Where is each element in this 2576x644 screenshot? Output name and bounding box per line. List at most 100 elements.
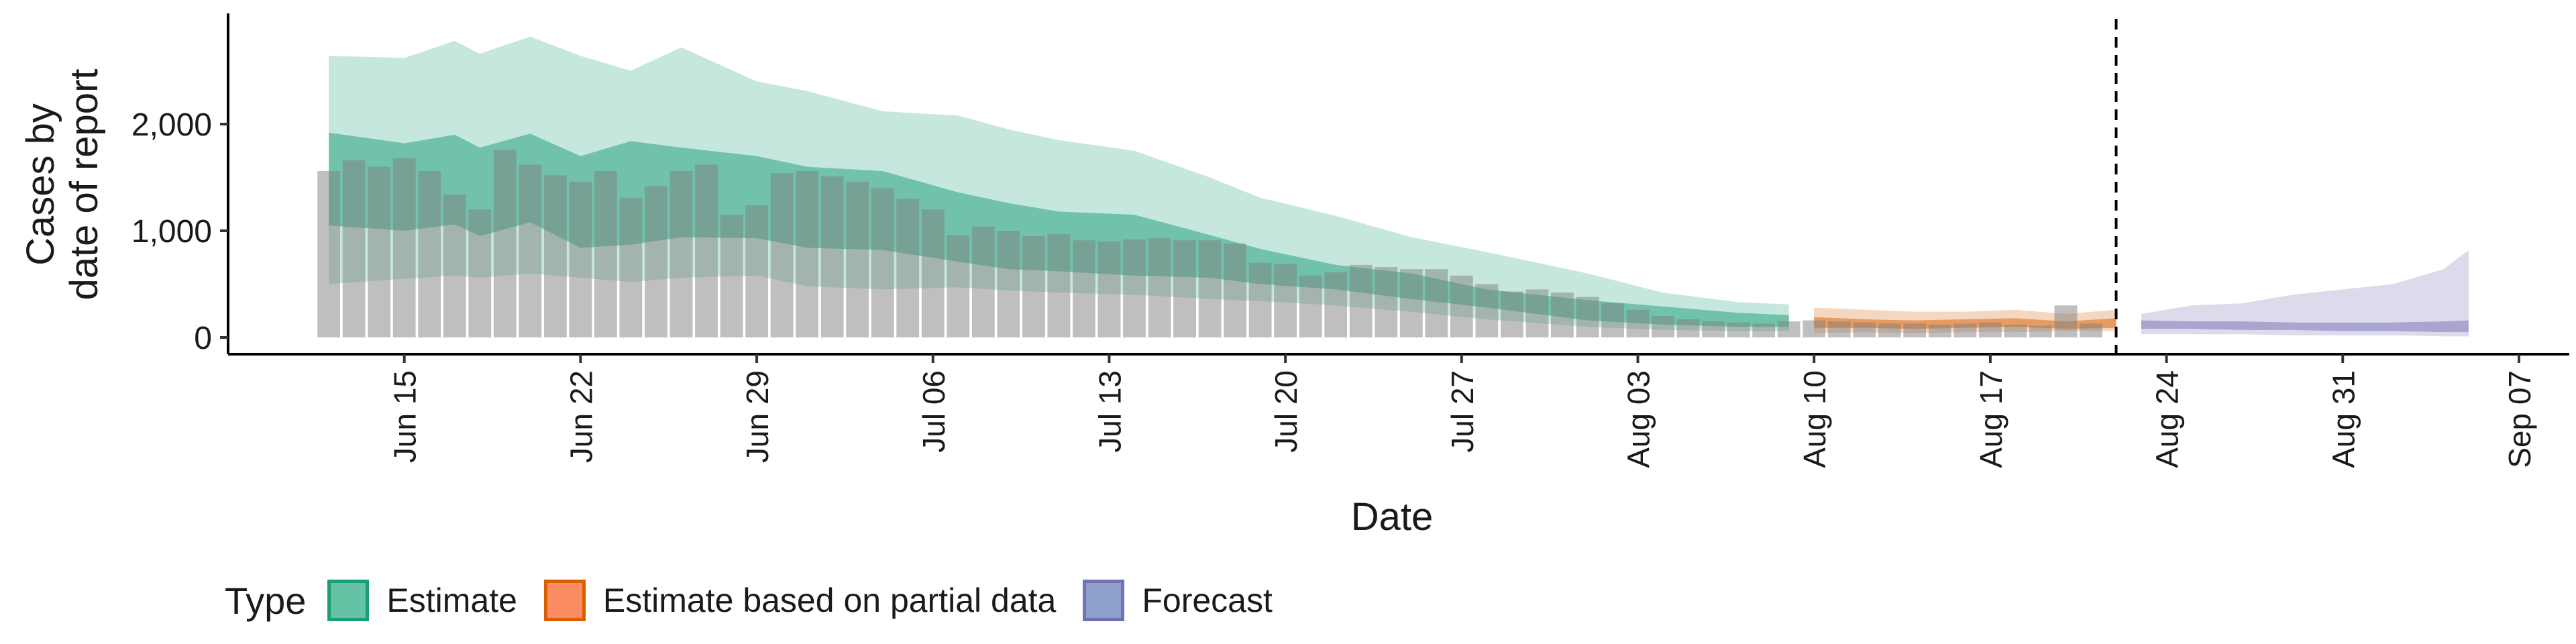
x-tick-label-2020-08-03: Aug 03 (1621, 370, 1656, 468)
reported-bar-2020-07-30 (1525, 289, 1549, 337)
reported-bar-2020-07-27 (1450, 275, 1473, 337)
x-tick-label-2020-06-29: Jun 29 (740, 370, 775, 463)
reported-bar-2020-07-25 (1399, 269, 1423, 337)
reported-bar-2020-06-13 (342, 160, 366, 337)
legend-item-forecast: Forecast (1083, 580, 1273, 621)
reported-bar-2020-06-21 (544, 175, 567, 337)
reported-bar-2020-07-07 (947, 235, 970, 337)
legend-title: Type (225, 579, 307, 622)
reported-bar-2020-06-23 (594, 171, 617, 337)
reported-bar-2020-08-15 (1928, 324, 1951, 337)
axes: 0 1,000 2,000 Jun 15 Jun 22 Jun 29 Jul 06 Jul 1… (131, 13, 2569, 468)
reported-bar-2020-07-29 (1501, 291, 1523, 337)
reported-bar-2020-07-19 (1248, 262, 1272, 337)
x-tick-label-2020-08-24: Aug 24 (2150, 370, 2185, 468)
reported-bar-2020-06-28 (720, 215, 743, 337)
reported-bar-2020-07-18 (1224, 244, 1246, 337)
x-tick-label-2020-07-27: Jul 27 (1445, 370, 1480, 453)
reported-bar-2020-07-11 (1047, 233, 1071, 337)
reported-bar-2020-06-16 (418, 171, 441, 337)
reported-bar-2020-08-10 (1803, 320, 1826, 337)
reported-bar-2020-07-31 (1551, 292, 1574, 337)
reported-bar-2020-08-06 (1702, 321, 1725, 337)
reported-bar-2020-06-25 (645, 186, 667, 337)
reported-bar-2020-08-17 (1979, 322, 2002, 337)
reported-bar-2020-08-05 (1676, 319, 1700, 337)
reported-bar-2020-08-19 (2029, 325, 2052, 337)
ribbon-inner-forecast (2141, 320, 2469, 333)
ribbon-outer-forecast (2141, 250, 2469, 337)
legend-key-forecast (1083, 580, 1125, 621)
legend-label-partial-estimate: Estimate based on partial data (602, 582, 1057, 619)
reported-bar-2020-07-09 (997, 231, 1020, 337)
reported-bar-2020-07-04 (871, 188, 894, 337)
reported-bar-2020-07-23 (1349, 264, 1373, 337)
x-tick-label-2020-06-22: Jun 22 (564, 370, 598, 463)
reported-bar-2020-07-03 (846, 181, 869, 337)
reported-bar-2020-06-17 (443, 194, 466, 337)
reported-bar-2020-07-01 (796, 171, 818, 337)
reported-bar-2020-08-16 (1953, 323, 1977, 337)
reported-bar-2020-07-14 (1123, 239, 1146, 337)
reported-bar-2020-06-24 (619, 197, 643, 337)
reported-bar-2020-07-13 (1097, 241, 1121, 337)
reported-bar-2020-07-22 (1324, 272, 1348, 337)
legend-item-estimate: Estimate (327, 580, 517, 621)
x-tick-label-2020-07-20: Jul 20 (1269, 370, 1303, 453)
reported-bar-2020-06-26 (669, 171, 693, 337)
y-axis-label-line-2: date of report (62, 69, 106, 301)
reported-bar-2020-07-12 (1073, 240, 1095, 337)
x-tick-label-2020-08-10: Aug 10 (1797, 370, 1832, 468)
reported-bar-2020-06-30 (770, 173, 794, 337)
reported-bar-2020-08-21 (2080, 323, 2102, 337)
reported-bar-2020-08-09 (1777, 321, 1801, 337)
reported-bar-2020-07-06 (921, 209, 945, 337)
reported-bar-2020-07-21 (1299, 275, 1322, 337)
x-tick-label-2020-08-17: Aug 17 (1974, 370, 2008, 468)
reported-bar-2020-08-13 (1878, 323, 1901, 337)
reported-bar-2020-08-08 (1752, 323, 1776, 337)
y-tick-label-0: 0 (194, 321, 212, 356)
y-tick-label-1000: 1,000 (131, 214, 212, 250)
reported-bar-2020-08-07 (1727, 322, 1750, 337)
y-axis-label-line-1: Cases by (19, 103, 62, 266)
legend-key-estimate (327, 580, 370, 621)
reported-bar-2020-07-02 (820, 176, 844, 337)
reported-bar-2020-08-02 (1601, 303, 1624, 337)
reported-bar-2020-08-04 (1652, 316, 1674, 337)
reported-bar-2020-07-26 (1425, 269, 1448, 337)
reported-bar-2020-07-15 (1148, 238, 1171, 337)
reported-bar-2020-08-20 (2054, 305, 2078, 337)
x-tick-label-2020-09-07: Sep 07 (2502, 370, 2537, 468)
ribbon-outer-estimate (329, 36, 1789, 331)
reported-bar-2020-06-15 (392, 158, 416, 337)
reported-bar-2020-07-28 (1475, 284, 1499, 337)
reported-bar-2020-06-29 (745, 205, 768, 337)
reported-bar-2020-07-16 (1173, 240, 1196, 337)
reported-bar-2020-07-08 (971, 226, 995, 337)
legend: Type Estimate Estimate based on partial … (225, 574, 1299, 627)
reported-case-bars (317, 150, 2102, 337)
reported-bar-2020-08-18 (2004, 324, 2027, 337)
x-tick-label-2020-07-06: Jul 06 (916, 370, 951, 453)
reported-bar-2020-08-01 (1576, 297, 1599, 337)
reported-bar-2020-08-12 (1853, 322, 1876, 337)
reported-bar-2020-08-03 (1626, 309, 1650, 337)
legend-item-partial-estimate: Estimate based on partial data (543, 580, 1057, 621)
reported-bar-2020-07-10 (1022, 235, 1045, 337)
reported-bar-2020-06-20 (519, 164, 542, 337)
ribbon-inner-estimate (329, 132, 1789, 327)
reported-bar-2020-06-12 (317, 171, 340, 337)
reported-bar-2020-08-11 (1827, 321, 1851, 337)
x-tick-label-2020-06-15: Jun 15 (388, 370, 423, 463)
reported-bar-2020-07-05 (896, 199, 920, 337)
reported-bar-2020-07-17 (1198, 240, 1222, 337)
y-tick-label-2000: 2,000 (131, 107, 212, 143)
reported-bar-2020-07-20 (1274, 264, 1297, 337)
legend-key-partial-estimate (543, 580, 586, 621)
x-axis-label: Date (1351, 495, 1434, 539)
legend-label-forecast: Forecast (1142, 582, 1273, 619)
reported-bar-2020-06-18 (468, 209, 492, 337)
reported-bar-2020-08-14 (1903, 323, 1927, 337)
reported-bar-2020-06-27 (695, 164, 718, 337)
